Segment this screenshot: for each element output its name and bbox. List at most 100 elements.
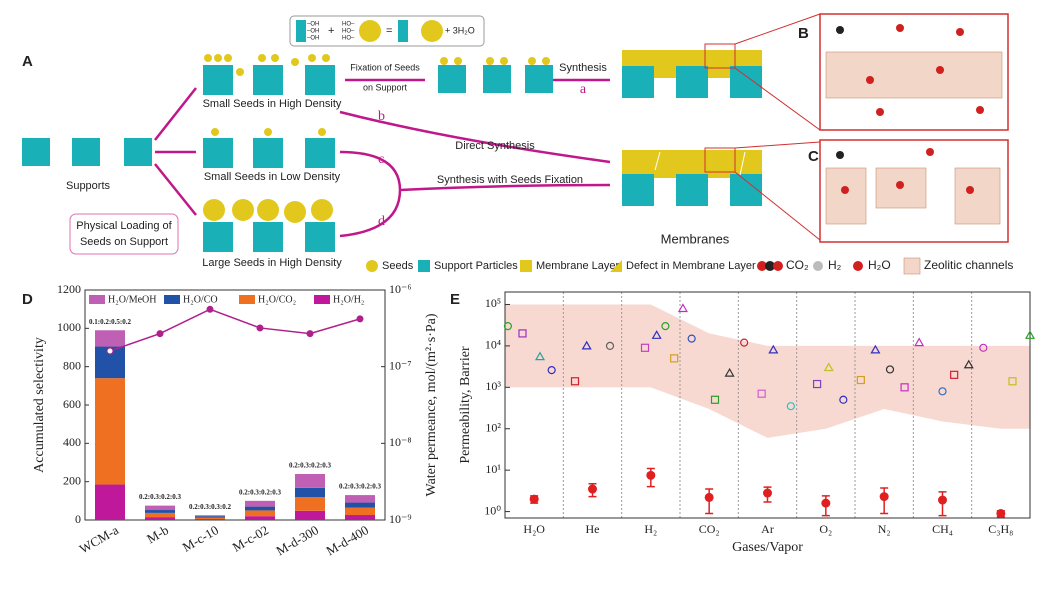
- fixed-seeds: [438, 57, 553, 93]
- panel-label: B: [798, 25, 809, 42]
- literature-point: [900, 383, 909, 392]
- y2-tick-label: 10⁻⁶: [389, 282, 412, 296]
- label: Seeds on Support: [80, 236, 168, 248]
- literature-point: [670, 354, 679, 363]
- panel-label: A: [22, 53, 33, 70]
- route: d: [378, 214, 385, 229]
- bar-segment: [145, 517, 175, 520]
- ratio-label: 0.2:0.3:0.2:0.3: [239, 488, 281, 496]
- small-high: [203, 54, 335, 95]
- bar-segment: [195, 519, 225, 520]
- literature-point: [839, 395, 848, 404]
- literature-point: [581, 340, 592, 350]
- bar-segment: [95, 378, 125, 485]
- label: on Support: [363, 82, 408, 92]
- callout: [69, 213, 179, 255]
- permeance-point: [206, 305, 214, 313]
- x-tick-label: M-d-400: [323, 522, 371, 558]
- y-tick-label: 200: [63, 473, 81, 487]
- literature-point: [605, 341, 615, 350]
- y-tick-label: 400: [63, 435, 81, 449]
- legend-text: Seeds: [382, 260, 414, 272]
- literature-point: [963, 359, 974, 369]
- support: [124, 138, 152, 166]
- route: b: [378, 109, 385, 124]
- legend-swatch: [239, 295, 255, 304]
- panel-label: D: [22, 291, 33, 308]
- panel-label: E: [450, 291, 460, 308]
- y-tick-label: 10⁵: [485, 296, 501, 310]
- legend-swatch: [89, 295, 105, 304]
- y2-tick-label: 10⁻⁸: [389, 435, 412, 449]
- y-tick-label: 10¹: [485, 462, 501, 476]
- bar-segment: [245, 500, 275, 507]
- chem: HO–: [342, 36, 355, 42]
- ratio-label: 0.2:0.3:0.3:0.2: [189, 503, 231, 511]
- y-axis-title: Accumulated selectivity: [32, 337, 47, 473]
- y-tick-label: 800: [63, 358, 81, 372]
- chem: =: [386, 25, 392, 37]
- measured-point: [879, 492, 889, 502]
- legend-swatch: [314, 295, 330, 304]
- bar-segment: [245, 516, 275, 520]
- chem: –OH: [307, 29, 319, 35]
- bar-segment: [245, 510, 275, 517]
- literature-point: [768, 344, 779, 354]
- literature-point: [786, 402, 795, 411]
- legend-swatch: [164, 295, 180, 304]
- measured-point: [763, 488, 772, 498]
- y-tick-label: 10⁰: [484, 503, 501, 517]
- literature-point: [534, 351, 546, 361]
- small-low: [203, 128, 335, 168]
- membrane-b: [622, 150, 762, 206]
- literature-point: [724, 367, 735, 377]
- literature-point: [640, 343, 650, 352]
- legend-text: H₂: [828, 258, 842, 272]
- literature-point: [856, 375, 865, 385]
- arrow: [339, 150, 611, 238]
- measured-point: [821, 498, 831, 508]
- legend-text: H₂O/CO₂: [258, 294, 296, 305]
- literature-point: [651, 330, 662, 339]
- arrow: [339, 110, 611, 164]
- bar-segment: [95, 484, 125, 520]
- measured-point: [704, 492, 714, 502]
- measured-point: [996, 508, 1006, 518]
- legend-text: H₂O/MeOH: [108, 294, 156, 305]
- diagram-legend: Seeds Support Particles Membrane Layer D…: [366, 257, 1013, 275]
- literature-point: [938, 387, 947, 396]
- label: Direct Synthesis: [455, 140, 535, 152]
- support: [22, 138, 50, 166]
- x-tick-label: He: [586, 522, 600, 536]
- large-high: [203, 199, 335, 252]
- literature-point: [677, 303, 688, 313]
- literature-point: [757, 389, 766, 398]
- arrows: [154, 87, 197, 216]
- bar-segment: [195, 516, 225, 518]
- bar-segment: [145, 510, 175, 513]
- label: Supports: [66, 180, 111, 192]
- membrane-a: [622, 50, 762, 98]
- chem: –OH: [307, 22, 319, 28]
- literature-point: [1008, 377, 1017, 386]
- literature-point: [979, 343, 988, 352]
- route: c: [378, 152, 384, 167]
- y-tick-label: 600: [63, 397, 81, 411]
- panel-b: B C: [798, 13, 1009, 243]
- x-tick-label: M-d-300: [273, 522, 321, 558]
- bar-segment: [95, 330, 125, 347]
- range-band: [505, 304, 1030, 438]
- x-tick-label: M-c-02: [230, 522, 271, 554]
- bar-segment: [345, 495, 375, 503]
- legend-text: Support Particles: [434, 260, 518, 272]
- chem: HO–: [342, 22, 355, 28]
- y2-axis-title: Water permeance, mol/(m²·s·Pa): [424, 313, 439, 496]
- label: Large Seeds in High Density: [202, 257, 342, 269]
- measured-point: [938, 495, 947, 505]
- legend-text: H₂O: [868, 258, 891, 272]
- ratio-label: 0.2:0.3:0.2:0.3: [139, 493, 181, 501]
- literature-point: [1024, 330, 1036, 339]
- bar-segment: [345, 507, 375, 516]
- literature-point: [740, 338, 749, 347]
